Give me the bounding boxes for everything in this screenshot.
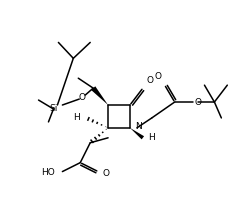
Text: H: H [73,114,80,122]
Text: O: O [194,98,202,107]
Text: HO: HO [41,168,54,177]
Polygon shape [130,128,144,139]
Text: O: O [79,93,86,101]
Text: N: N [135,122,142,131]
Text: O: O [155,72,162,81]
Text: O: O [147,76,154,85]
Text: Si: Si [49,104,58,114]
Text: H: H [148,133,155,142]
Polygon shape [91,86,108,105]
Text: O: O [102,169,109,178]
